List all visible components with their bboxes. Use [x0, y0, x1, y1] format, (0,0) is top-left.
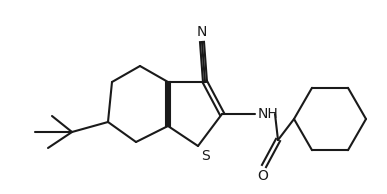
Text: N: N: [197, 25, 207, 39]
Text: NH: NH: [258, 107, 279, 121]
Text: S: S: [201, 149, 210, 163]
Text: O: O: [258, 169, 269, 183]
